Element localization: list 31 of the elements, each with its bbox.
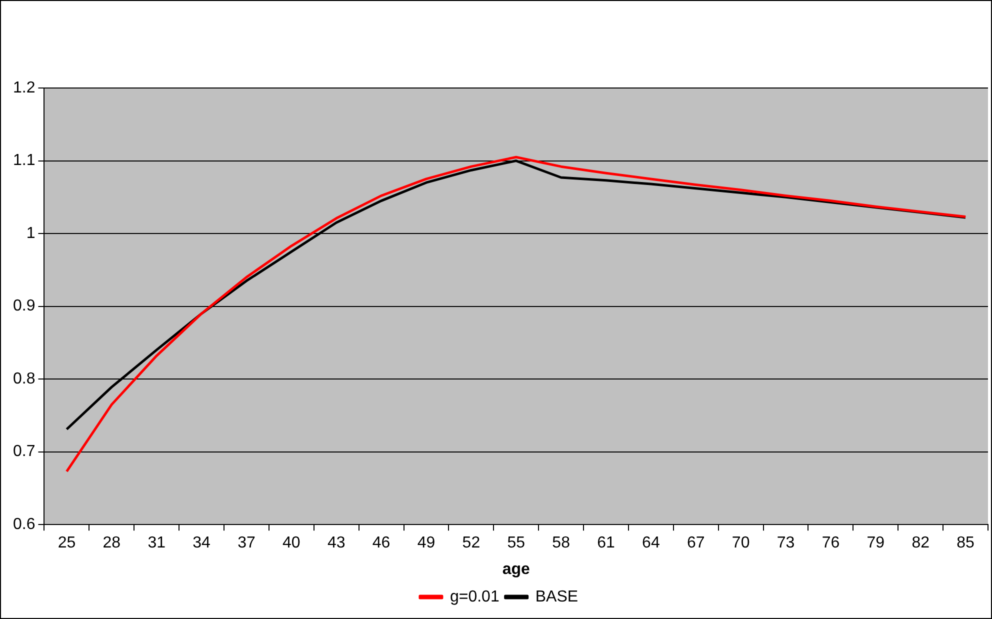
y-tick-label: 0.7 [12,443,36,460]
x-tick-label: 31 [148,534,166,552]
x-tick-label: 55 [507,534,526,552]
x-tick-label: 64 [642,534,660,552]
x-tick-label: 40 [282,534,300,552]
y-tick-label: 0.9 [12,298,36,315]
x-tick-label: 52 [462,534,480,552]
y-tick-label: 1.2 [12,79,36,96]
x-axis-title: age [502,560,530,578]
x-tick-label: 61 [597,534,616,552]
y-tick-label: 1 [26,224,36,242]
x-tick-label: 37 [238,534,256,552]
y-tick-label: 0.8 [12,370,36,388]
x-tick-label: 76 [822,534,840,552]
x-tick-label: 85 [956,534,975,552]
x-tick-label: 79 [866,534,885,552]
x-tick-label: 25 [58,534,76,552]
x-tick-label: 43 [327,534,346,552]
y-tick-label: 0.6 [12,516,36,534]
x-tick-label: 34 [192,534,211,552]
x-tick-label: 49 [417,534,436,552]
x-tick-label: 67 [686,534,705,552]
legend-label: BASE [535,588,578,606]
x-tick-label: 28 [102,534,121,552]
y-tick-label: 1.1 [12,152,36,170]
x-tick-label: 70 [732,534,750,552]
x-tick-label: 73 [776,534,795,552]
x-tick-label: 46 [372,534,390,552]
legend-label: g=0.01 [450,588,500,606]
x-tick-label: 82 [912,534,930,552]
x-tick-label: 58 [552,534,570,552]
